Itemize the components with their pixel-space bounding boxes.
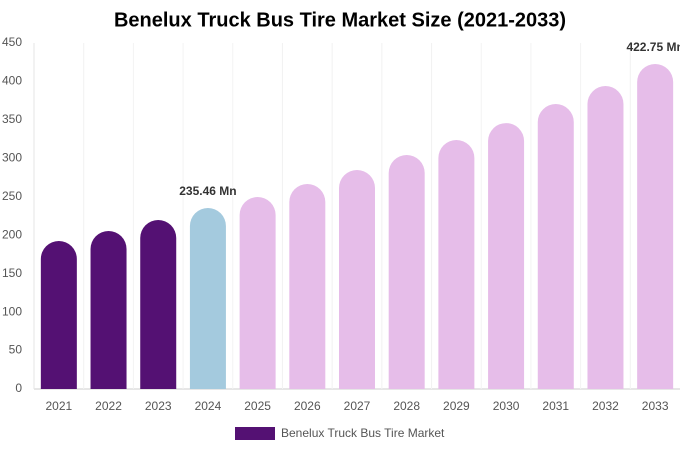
x-tick-label: 2029	[443, 399, 470, 413]
bar	[289, 184, 326, 389]
y-tick-label: 150	[2, 266, 22, 280]
x-tick-label: 2024	[195, 399, 222, 413]
x-tick-label: 2023	[145, 399, 172, 413]
y-tick-label: 400	[2, 74, 22, 88]
x-tick-label: 2025	[244, 399, 271, 413]
y-tick-label: 350	[2, 112, 22, 126]
y-tick-label: 0	[15, 381, 22, 395]
x-tick-label: 2033	[642, 399, 669, 413]
bar	[587, 86, 624, 390]
x-tick-label: 2030	[493, 399, 520, 413]
bar	[637, 63, 674, 390]
value-label: 235.46 Mn	[179, 184, 236, 198]
x-tick-label: 2032	[592, 399, 619, 413]
bar	[339, 170, 375, 389]
bar	[388, 155, 425, 389]
y-tick-label: 250	[2, 189, 22, 203]
y-tick-label: 50	[9, 343, 23, 357]
bar	[90, 230, 127, 389]
x-tick-label: 2022	[95, 399, 122, 413]
x-tick-label: 2028	[393, 399, 420, 413]
bar	[40, 240, 77, 389]
bar	[189, 207, 226, 389]
bar	[488, 123, 525, 389]
y-tick-label: 300	[2, 151, 22, 165]
legend-label: Benelux Truck Bus Tire Market	[281, 426, 445, 440]
x-tick-label: 2026	[294, 399, 321, 413]
bar	[239, 197, 276, 389]
bar	[140, 219, 177, 389]
x-tick-label: 2021	[45, 399, 72, 413]
x-tick-label: 2031	[542, 399, 569, 413]
chart-title: Benelux Truck Bus Tire Market Size (2021…	[114, 9, 566, 31]
bar	[537, 104, 574, 389]
y-tick-label: 200	[2, 227, 22, 241]
y-tick-label: 100	[2, 304, 22, 318]
x-tick-label: 2027	[344, 399, 371, 413]
legend-swatch	[235, 427, 275, 440]
y-tick-label: 450	[2, 35, 22, 49]
value-label: 422.75 Mn	[626, 40, 680, 54]
bar	[438, 140, 475, 389]
